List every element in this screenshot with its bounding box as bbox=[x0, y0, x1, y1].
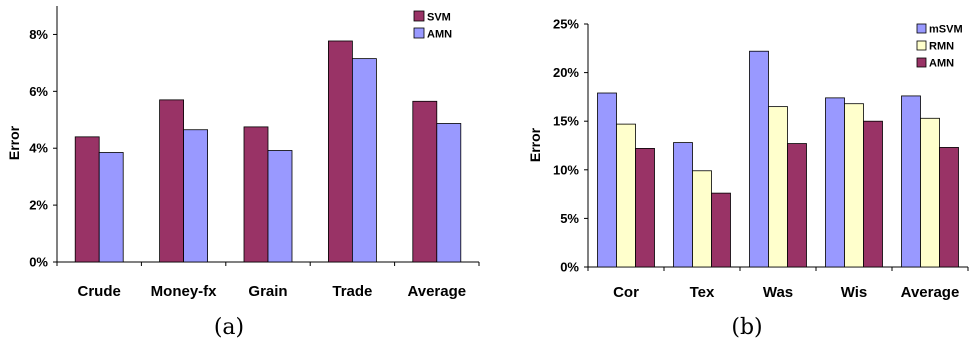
x-category-label: Wis bbox=[841, 284, 868, 301]
bar-amn-cor bbox=[635, 148, 655, 268]
legend-swatch-msvm bbox=[916, 23, 927, 34]
bar-amn-was bbox=[787, 143, 807, 268]
x-category-label: Average bbox=[407, 283, 466, 300]
y-tick-label: 2% bbox=[29, 198, 48, 213]
y-tick-label: 0% bbox=[560, 260, 579, 275]
x-category-label: Trade bbox=[332, 283, 372, 300]
x-category-label: Cor bbox=[613, 284, 639, 301]
legend-swatch-amn bbox=[916, 57, 927, 68]
bar-svm-crude bbox=[74, 136, 100, 263]
caption-b: (b) bbox=[731, 315, 762, 340]
bar-amn-wis bbox=[863, 120, 883, 268]
x-category-label: Tex bbox=[690, 284, 715, 301]
x-category-label: Money-fx bbox=[151, 283, 217, 300]
bar-amn-average bbox=[939, 147, 959, 268]
y-tick-label: 10% bbox=[553, 162, 579, 177]
bar-msvm-was bbox=[749, 50, 769, 268]
bar-svm-grain bbox=[243, 126, 269, 263]
bar-amn-crude bbox=[98, 152, 124, 263]
bar-svm-trade bbox=[327, 40, 353, 263]
bar-svm-money-fx bbox=[159, 99, 185, 263]
bar-rmn-tex bbox=[692, 170, 712, 268]
bar-msvm-average bbox=[901, 95, 921, 268]
legend-swatch-amn bbox=[413, 27, 425, 39]
bar-amn-trade bbox=[351, 58, 377, 263]
legend-label-amn: AMN bbox=[929, 58, 954, 70]
x-category-label: Grain bbox=[248, 283, 287, 300]
legend-label-rmn: RMN bbox=[929, 41, 954, 53]
y-tick-label: 15% bbox=[553, 114, 579, 129]
bar-msvm-cor bbox=[597, 92, 617, 268]
bar-amn-average bbox=[436, 123, 462, 263]
chart-b: 0% 5% 10% 15% 20% 25% Error Cor Tex Was Wis Average… bbox=[527, 17, 969, 301]
y-tick-label: 5% bbox=[560, 211, 579, 226]
bar-rmn-was bbox=[768, 106, 788, 268]
y-tick-label: 4% bbox=[29, 141, 48, 156]
y-tick-label: 0% bbox=[29, 255, 48, 270]
chart-a: 0% 2% 4% 6% 8% Error Crude Money-fx Grain Trade Av… bbox=[6, 6, 480, 300]
y-tick-label: 20% bbox=[553, 65, 579, 80]
y-tick-label: 8% bbox=[29, 27, 48, 42]
bar-amn-grain bbox=[267, 150, 293, 263]
legend-label-msvm: mSVM bbox=[929, 24, 963, 36]
bar-rmn-cor bbox=[616, 123, 636, 268]
bar-amn-money-fx bbox=[183, 129, 209, 263]
legend-label-svm: SVM bbox=[427, 12, 451, 24]
x-category-label: Crude bbox=[78, 283, 121, 300]
bar-msvm-tex bbox=[673, 142, 693, 268]
legend-label-amn: AMN bbox=[427, 29, 452, 41]
bar-rmn-average bbox=[920, 117, 940, 268]
x-category-label: Was bbox=[763, 284, 793, 301]
y-axis-title: Error bbox=[527, 127, 543, 162]
caption-a: (a) bbox=[214, 315, 244, 340]
y-tick-label: 25% bbox=[553, 17, 579, 32]
bar-svm-average bbox=[412, 100, 438, 263]
y-tick-label: 6% bbox=[29, 84, 48, 99]
legend-swatch-rmn bbox=[916, 40, 927, 51]
bar-amn-tex bbox=[711, 192, 731, 268]
y-axis-title: Error bbox=[6, 125, 22, 160]
bar-rmn-wis bbox=[844, 103, 864, 268]
bar-msvm-wis bbox=[825, 97, 845, 268]
x-category-label: Average bbox=[901, 284, 960, 301]
legend-swatch-svm bbox=[413, 10, 425, 22]
